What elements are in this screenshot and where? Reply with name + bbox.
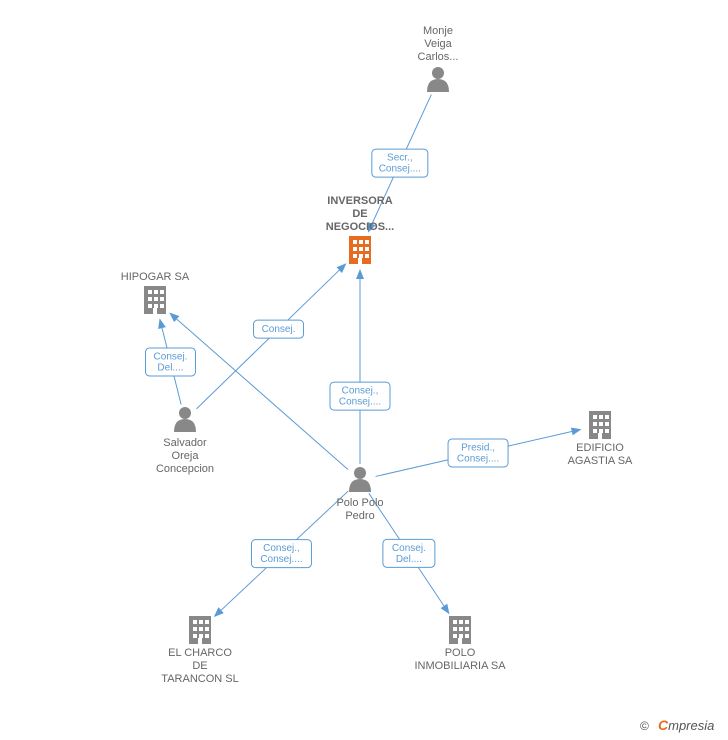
building-icon [589, 411, 611, 439]
node-label: Monje [423, 25, 453, 37]
edge-label-text: Consej. [154, 351, 188, 362]
node-label: NEGOCIOS... [326, 221, 394, 233]
edge-label-text: Consej.... [339, 397, 381, 408]
node-label: Salvador [163, 437, 207, 449]
edge-label-text: Secr., [387, 153, 413, 164]
node-label: POLO [445, 647, 476, 659]
building-icon [144, 286, 166, 314]
node-poloinm[interactable]: POLOINMOBILIARIA SA [414, 616, 506, 672]
network-diagram: Secr.,Consej....Consej.Consej.Del....Con… [0, 0, 728, 740]
node-label: Veiga [424, 38, 452, 50]
node-label: DE [192, 660, 207, 672]
edge-label-text: Consej., [263, 543, 300, 554]
node-label: EL CHARCO [168, 647, 232, 659]
node-inversora[interactable]: INVERSORADENEGOCIOS... [326, 195, 394, 264]
edge-label-text: Presid., [461, 442, 495, 453]
node-label: EDIFICIO [576, 442, 624, 454]
node-label: Pedro [345, 510, 374, 522]
node-label: DE [352, 208, 367, 220]
node-label: Polo Polo [336, 497, 383, 509]
person-icon [349, 467, 371, 492]
edge-label-text: Consej.... [379, 164, 421, 175]
edge-label-text: Consej.... [457, 453, 499, 464]
node-charco[interactable]: EL CHARCODETARANCON SL [161, 616, 238, 685]
person-icon [427, 67, 449, 92]
node-label: INVERSORA [327, 195, 392, 207]
node-salvador[interactable]: SalvadorOrejaConcepcion [156, 407, 214, 475]
edge-label-text: Consej. [392, 543, 426, 554]
edge-label-text: Del.... [396, 554, 422, 565]
building-icon [189, 616, 211, 644]
edge-label-text: Consej., [342, 386, 379, 397]
node-hipogar[interactable]: HIPOGAR SA [121, 271, 190, 314]
node-label: AGASTIA SA [568, 455, 633, 467]
node-label: HIPOGAR SA [121, 271, 190, 283]
building-icon [349, 236, 371, 264]
node-polo[interactable]: Polo PoloPedro [336, 467, 383, 522]
node-label: Concepcion [156, 463, 214, 475]
node-label: Carlos... [418, 51, 459, 63]
node-label: INMOBILIARIA SA [414, 660, 506, 672]
building-icon [449, 616, 471, 644]
brand-logo: Cmpresia [658, 717, 714, 733]
node-edificio[interactable]: EDIFICIOAGASTIA SA [568, 411, 633, 467]
edge-label-text: Consej. [262, 324, 296, 335]
person-icon [174, 407, 196, 432]
node-label: Oreja [172, 450, 200, 462]
copyright-symbol: © [640, 719, 649, 733]
edge-label-text: Consej.... [260, 554, 302, 565]
edge-label-text: Del.... [157, 362, 183, 373]
node-label: TARANCON SL [161, 673, 238, 685]
node-monje[interactable]: MonjeVeigaCarlos... [418, 25, 459, 92]
